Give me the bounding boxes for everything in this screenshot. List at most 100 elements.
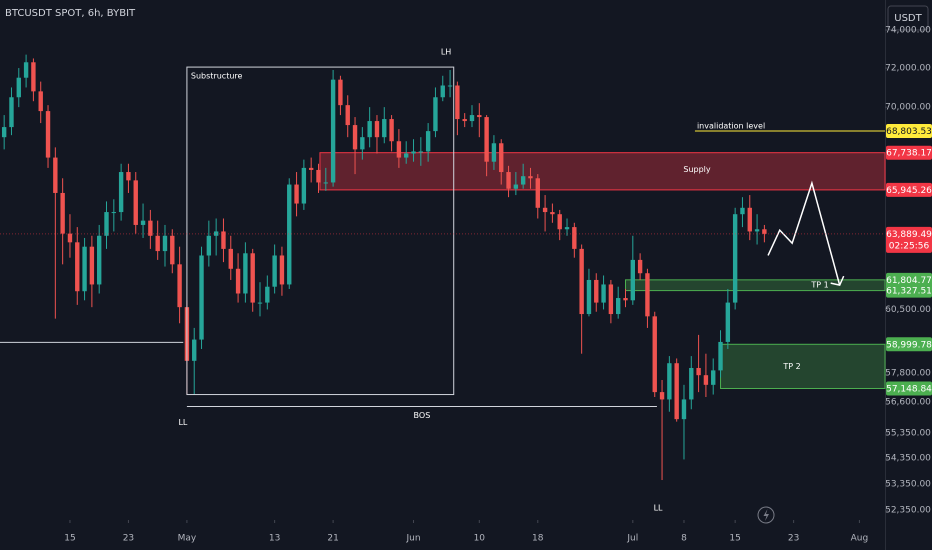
candle-body xyxy=(16,77,21,98)
candle-body xyxy=(615,298,621,315)
candle-body xyxy=(294,184,299,204)
candle-body xyxy=(140,220,146,225)
candle-body xyxy=(23,62,29,78)
y-tick-label: 74,000.00 xyxy=(885,26,931,36)
candle-body xyxy=(374,121,380,138)
x-tick-label: Jun xyxy=(405,534,420,544)
candle-body xyxy=(462,119,467,122)
substructure-box xyxy=(186,66,455,396)
candle-body xyxy=(535,178,540,208)
candle-body xyxy=(82,246,87,292)
candle-body xyxy=(528,176,533,179)
candle-body xyxy=(228,248,233,269)
candle-body xyxy=(53,157,58,193)
candle-body xyxy=(433,97,438,132)
price-tag xyxy=(886,337,932,352)
candle-body xyxy=(31,62,36,92)
candle-body xyxy=(754,229,760,232)
candle-body xyxy=(572,227,577,249)
candle-body xyxy=(126,172,131,181)
current-price-tag xyxy=(886,226,932,253)
candle-body xyxy=(221,231,226,249)
candle-body xyxy=(425,131,431,152)
price-tag-label: 61,804.77 xyxy=(886,276,932,286)
candle-body xyxy=(740,207,745,215)
candle-body xyxy=(111,212,117,214)
candle-body xyxy=(732,214,738,303)
candle-body xyxy=(586,279,592,315)
price-tag xyxy=(886,272,932,287)
swing-label: LH xyxy=(441,47,451,56)
candle-body xyxy=(382,119,387,138)
candle-body xyxy=(1,127,7,138)
y-tick-label: 72,000.00 xyxy=(885,64,931,74)
candle-body xyxy=(594,279,599,303)
x-tick-label: 13 xyxy=(269,534,280,544)
candle-body xyxy=(177,264,182,308)
candle-body xyxy=(396,141,402,158)
candle-body xyxy=(725,302,731,342)
x-tick-label: 15 xyxy=(64,534,75,544)
candle-body xyxy=(257,302,263,304)
replay-icon[interactable] xyxy=(757,506,775,524)
y-tick-label: 57,800.00 xyxy=(885,368,931,378)
candle-body xyxy=(323,182,328,184)
candle-body xyxy=(711,370,716,385)
candle-body xyxy=(601,284,606,303)
zone xyxy=(720,343,886,389)
candle-body xyxy=(170,235,175,265)
price-tag-label: 68,803.53 xyxy=(886,127,932,137)
candle-body xyxy=(564,227,570,230)
candle-body xyxy=(279,255,285,285)
candle-body xyxy=(38,91,43,112)
candle-body xyxy=(499,143,504,173)
y-tick-label: 70,000.00 xyxy=(885,103,931,113)
symbol-title: BTCUSDT SPOT, 6h, BYBIT xyxy=(5,8,136,19)
x-tick-label: 21 xyxy=(327,534,338,544)
candle-body xyxy=(301,167,307,204)
candle-body xyxy=(133,180,138,225)
candle-body xyxy=(287,184,292,285)
candle-body xyxy=(455,85,460,120)
candle-body xyxy=(506,172,511,189)
swing-label: LL xyxy=(654,504,663,513)
candle-body xyxy=(360,137,365,150)
price-tag-label: 65,945.26 xyxy=(886,186,932,196)
y-tick-label: 56,600.00 xyxy=(885,397,931,407)
candle-body xyxy=(681,399,687,420)
candle-body xyxy=(97,235,102,285)
candle-body xyxy=(674,363,679,420)
price-tag xyxy=(886,124,932,139)
zone xyxy=(319,152,886,191)
candle-body xyxy=(418,151,424,153)
y-tick-label: 55,350.00 xyxy=(885,428,931,438)
candle-body xyxy=(762,229,767,234)
candle-body xyxy=(608,284,614,315)
candle-body xyxy=(162,235,168,252)
y-tick-label: 52,350.00 xyxy=(885,506,931,516)
candle-body xyxy=(206,235,212,256)
candle-body xyxy=(272,255,277,287)
price-tag-label: 57,148.84 xyxy=(886,384,932,394)
candle-body xyxy=(243,253,248,294)
candle-body xyxy=(118,172,124,213)
candle-body xyxy=(637,259,643,274)
candle-body xyxy=(352,125,358,150)
x-tick-label: 23 xyxy=(788,534,799,544)
candle-body xyxy=(550,212,555,215)
x-tick-label: May xyxy=(178,534,197,544)
candle-body xyxy=(447,85,453,87)
candle-body xyxy=(659,392,665,400)
substructure-label: Substructure xyxy=(191,72,243,81)
candle-body xyxy=(491,143,497,162)
price-tag-label: 67,738.17 xyxy=(886,149,932,159)
x-tick-label: 8 xyxy=(681,534,687,544)
currency-box[interactable] xyxy=(887,5,929,31)
candle-body xyxy=(703,375,709,385)
candle-body xyxy=(630,259,636,301)
y-tick-label: 54,350.00 xyxy=(885,454,931,464)
x-tick-label: 23 xyxy=(123,534,134,544)
